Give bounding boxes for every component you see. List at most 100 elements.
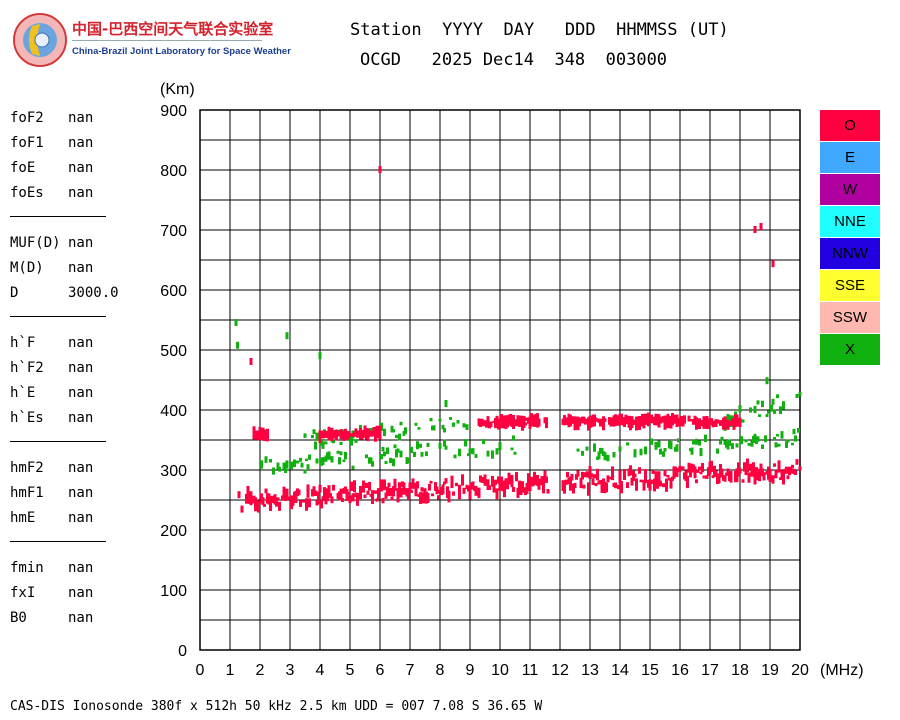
y-tick-label: 200 — [160, 523, 187, 540]
echo-point-x — [318, 352, 322, 359]
echo-mark-o — [351, 493, 355, 502]
x-tick-label: 0 — [196, 662, 205, 679]
echo-mark-o — [270, 495, 274, 504]
echo-mark-o — [626, 482, 629, 489]
echo-mark-x — [677, 438, 680, 443]
echo-mark-x — [761, 444, 764, 449]
echo-mark-o — [590, 473, 593, 478]
y-axis-label: (Km) — [160, 81, 195, 98]
echo-mark-x — [389, 457, 392, 464]
x-axis-label: (MHz) — [820, 662, 864, 679]
echo-mark-o — [617, 484, 620, 490]
echo-mark-o — [314, 490, 317, 496]
param-row: foF1 nan — [10, 135, 93, 151]
param-name: h`F — [10, 335, 36, 351]
param-row: h`F nan — [10, 335, 93, 351]
echo-mark-o — [261, 497, 265, 506]
echo-mark-x — [426, 442, 430, 447]
header-values: OCGD 2025 Dec14 348 003000 — [360, 50, 668, 70]
echo-mark-x — [779, 406, 782, 415]
echo-mark-o — [525, 482, 529, 494]
echo-mark-o — [633, 473, 637, 478]
param-value: nan — [68, 560, 94, 576]
param-row: h`E nan — [10, 385, 93, 401]
param-row: h`Es nan — [10, 410, 93, 426]
echo-mark-x — [441, 424, 445, 430]
echo-mark-o — [369, 430, 373, 437]
echo-mark-x — [597, 451, 601, 460]
param-divider — [10, 316, 106, 317]
echo-mark-o — [366, 428, 370, 442]
echo-mark-x — [383, 451, 386, 457]
echo-mark-o — [624, 414, 628, 425]
param-row: foEs nan — [10, 185, 93, 201]
echo-mark-x — [626, 442, 629, 446]
param-name: hmF2 — [10, 460, 44, 476]
x-tick-label: 4 — [316, 662, 325, 679]
echo-mark-x — [452, 422, 455, 427]
x-tick-label: 11 — [522, 662, 539, 679]
x-tick-label: 7 — [406, 662, 415, 679]
echo-mark-o — [630, 416, 634, 428]
echo-mark-o — [419, 492, 422, 504]
echo-mark-x — [381, 446, 385, 452]
echo-mark-o — [782, 473, 785, 485]
echo-mark-o — [638, 416, 641, 431]
echo-mark-x — [398, 433, 401, 441]
echo-mark-o — [267, 493, 271, 505]
echo-mark-o — [573, 482, 577, 488]
param-row: foF2 nan — [10, 110, 93, 126]
echo-mark-o — [729, 470, 733, 483]
echo-mark-o — [659, 416, 662, 424]
echo-mark-o — [545, 417, 548, 429]
echo-mark-o — [581, 471, 584, 480]
echo-mark-x — [432, 425, 436, 431]
echo-mark-x — [395, 449, 398, 458]
echo-mark-o — [786, 475, 790, 480]
echo-mark-x — [474, 454, 478, 459]
echo-mark-o — [363, 494, 367, 499]
echo-mark-x — [704, 434, 707, 443]
echo-mark-o — [359, 485, 362, 500]
echo-mark-x — [669, 441, 673, 450]
echo-mark-o — [698, 418, 701, 430]
echo-mark-o — [455, 482, 458, 487]
param-name: D — [10, 285, 19, 301]
param-name: foEs — [10, 185, 44, 201]
echo-mark-o — [450, 475, 454, 489]
echo-mark-o — [666, 474, 670, 478]
echo-mark-o — [695, 417, 698, 430]
echo-mark-o — [741, 479, 745, 483]
echo-mark-x — [726, 444, 730, 450]
echo-mark-o — [570, 416, 574, 424]
echo-mark-o — [717, 473, 721, 484]
echo-mark-o — [635, 478, 638, 491]
echo-mark-o — [254, 497, 257, 512]
echo-mark-o — [719, 420, 722, 426]
echo-mark-o — [416, 481, 419, 489]
echo-mark-o — [431, 493, 434, 497]
echo-mark-x — [482, 439, 485, 445]
echo-mark-o — [570, 473, 574, 481]
echo-mark-x — [654, 441, 658, 450]
param-row: hmE nan — [10, 510, 93, 526]
param-name: h`F2 — [10, 360, 44, 376]
echo-mark-x — [336, 450, 340, 454]
echo-mark-x — [740, 436, 743, 445]
echo-mark-o — [347, 491, 350, 496]
echo-mark-o — [671, 476, 674, 481]
echo-mark-o — [428, 483, 431, 491]
echo-mark-o — [686, 475, 689, 489]
echo-mark-o — [252, 426, 256, 440]
echo-mark-x — [276, 462, 280, 470]
echo-mark-o — [564, 479, 568, 486]
echo-mark-o — [675, 467, 679, 477]
echo-mark-o — [696, 469, 700, 473]
lab-name-chinese: 中国-巴西空间天气联合实验室 — [72, 20, 274, 38]
param-value: nan — [68, 510, 94, 526]
echo-mark-x — [659, 448, 662, 455]
echo-mark-o — [711, 475, 715, 479]
echo-mark-x — [699, 447, 703, 457]
echo-mark-x — [296, 460, 299, 464]
param-row: M(D) nan — [10, 260, 93, 276]
